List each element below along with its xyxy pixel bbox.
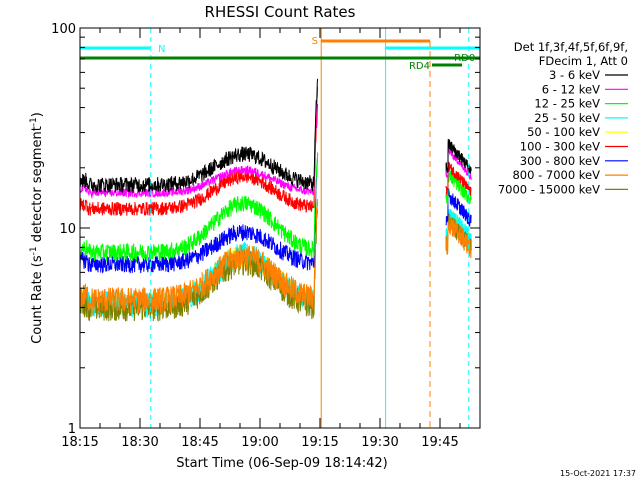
legend-header-line-1: Det 1f,3f,4f,5f,6f,9f,: [514, 40, 628, 54]
flag-label-rd0: RD0: [454, 53, 475, 64]
legend-entry-label: 12 - 25 keV: [534, 97, 600, 111]
y-axis-title-sup1: -1: [29, 246, 39, 255]
flag-label-s: S: [312, 36, 318, 47]
y-tick-label: 100: [51, 22, 76, 37]
series-line-300-800keV-segment-1: [80, 153, 319, 274]
chart-title: RHESSI Count Rates: [205, 3, 356, 21]
legend: Det 1f,3f,4f,5f,6f,9f, FDecim 1, Att 0 3…: [498, 40, 628, 196]
legend-entry-label: 100 - 300 keV: [520, 140, 600, 154]
legend-entry-label: 25 - 50 keV: [534, 111, 600, 125]
x-tick-label: 19:00: [241, 435, 278, 450]
legend-entry-label: 800 - 7000 keV: [512, 168, 600, 182]
y-axis-title-end: ): [30, 112, 45, 117]
x-tick-label: 19:45: [421, 435, 458, 450]
timestamp: 15-Oct-2021 17:37: [560, 469, 636, 478]
x-tick-label: 18:45: [181, 435, 218, 450]
y-axis-title-mid: detector segment: [30, 126, 45, 246]
x-tick-label: 19:30: [361, 435, 398, 450]
series-line-800-7000keV-segment-2: [445, 214, 472, 259]
y-axis-title-main: Count Rate (s: [30, 255, 45, 344]
series-line-3-6keV-segment-1: [80, 78, 319, 193]
y-axis-title-sup2: -1: [29, 117, 39, 126]
flag-label-rd4: RD4: [409, 61, 430, 72]
axis-layer: 1 10 100 18:15 18:30 18:45 19:00 19:15 19:30 19:4…: [51, 22, 481, 450]
y-tick-label: 1: [68, 422, 76, 437]
x-tick-label: 18:15: [61, 435, 98, 450]
y-axis-title: Count Rate (s-1 detector segment-1): [29, 112, 45, 344]
legend-entry-label: 300 - 800 keV: [520, 154, 600, 168]
legend-header-line-2: FDecim 1, Att 0: [539, 54, 628, 68]
legend-entry-label: 6 - 12 keV: [542, 82, 600, 96]
legend-entry-label: 7000 - 15000 keV: [498, 182, 600, 196]
series-line-100-300keV-segment-1: [80, 103, 319, 217]
flag-label-n: N: [158, 44, 165, 55]
x-tick-label: 19:15: [301, 435, 338, 450]
series-line-800-7000keV-segment-1: [80, 198, 319, 313]
y-tick-label: 10: [59, 222, 76, 237]
series-line-300-800keV-segment-2: [445, 188, 472, 227]
series-line-6-12keV-segment-2: [445, 148, 472, 180]
x-axis-title: Start Time (06-Sep-09 18:14:42): [176, 456, 387, 471]
series-line-12-25keV-segment-2: [445, 170, 472, 205]
legend-entry-label: 50 - 100 keV: [527, 125, 600, 139]
x-tick-label: 18:30: [121, 435, 158, 450]
series-line-12-25keV-segment-1: [80, 152, 319, 263]
series-line-100-300keV-segment-2: [445, 160, 472, 196]
series-line-3-6keV-segment-2: [445, 138, 472, 174]
legend-entry-label: 3 - 6 keV: [549, 68, 600, 82]
plot-layer: [80, 78, 472, 323]
